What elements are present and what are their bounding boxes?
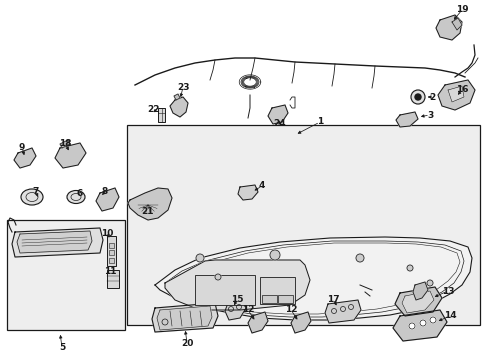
Polygon shape (437, 80, 474, 110)
Polygon shape (224, 299, 245, 320)
Text: 12: 12 (284, 306, 297, 315)
Text: 15: 15 (230, 294, 243, 303)
Polygon shape (401, 291, 433, 313)
Circle shape (355, 254, 363, 262)
Polygon shape (14, 148, 36, 168)
Text: 9: 9 (19, 143, 25, 152)
Bar (107, 270, 119, 288)
Text: 20: 20 (181, 338, 193, 347)
Polygon shape (435, 15, 461, 40)
Text: 23: 23 (176, 82, 189, 91)
Text: 3: 3 (426, 111, 432, 120)
Polygon shape (12, 228, 103, 257)
Text: 7: 7 (33, 188, 39, 197)
Text: 19: 19 (455, 5, 468, 14)
Polygon shape (155, 237, 471, 320)
Text: 5: 5 (59, 343, 65, 352)
Polygon shape (164, 260, 309, 310)
Bar (109, 258, 114, 263)
Text: 14: 14 (443, 311, 455, 320)
Polygon shape (17, 231, 92, 253)
Text: 13: 13 (441, 287, 453, 296)
Polygon shape (395, 112, 417, 127)
Bar (260, 277, 294, 304)
Circle shape (410, 90, 424, 104)
Circle shape (196, 254, 203, 262)
Text: 24: 24 (273, 120, 286, 129)
Ellipse shape (21, 189, 43, 205)
Bar (127, 125, 479, 325)
Circle shape (215, 274, 221, 280)
Polygon shape (152, 303, 218, 332)
Bar (195, 275, 254, 305)
Text: 21: 21 (141, 207, 153, 216)
Polygon shape (170, 97, 187, 117)
Text: 4: 4 (258, 181, 264, 190)
Circle shape (408, 323, 414, 329)
Polygon shape (128, 188, 172, 220)
Polygon shape (267, 105, 287, 124)
Circle shape (269, 250, 280, 260)
Polygon shape (394, 287, 441, 316)
Bar (262, 295, 276, 303)
Text: 2: 2 (428, 93, 434, 102)
Polygon shape (157, 306, 212, 330)
Polygon shape (247, 312, 267, 333)
Polygon shape (174, 94, 180, 100)
Ellipse shape (67, 190, 85, 203)
Polygon shape (325, 300, 360, 323)
Bar (109, 250, 114, 255)
Circle shape (429, 317, 435, 323)
Polygon shape (55, 143, 86, 168)
Bar (7, 220, 125, 330)
Bar (107, 236, 116, 266)
Text: 1: 1 (316, 117, 323, 126)
Text: 10: 10 (101, 230, 113, 238)
Text: 17: 17 (326, 294, 339, 303)
Polygon shape (96, 188, 119, 211)
Text: 16: 16 (455, 85, 468, 94)
Polygon shape (412, 282, 427, 300)
Text: 22: 22 (146, 105, 159, 114)
Text: 8: 8 (102, 188, 108, 197)
Circle shape (406, 265, 412, 271)
Circle shape (426, 280, 432, 286)
Bar (278, 295, 292, 303)
Text: 18: 18 (59, 139, 71, 148)
Polygon shape (392, 310, 446, 341)
Text: 11: 11 (103, 267, 116, 276)
Text: 6: 6 (77, 189, 83, 198)
Bar (109, 243, 114, 248)
Polygon shape (290, 312, 310, 333)
Bar (158, 108, 164, 122)
Circle shape (419, 320, 425, 326)
Polygon shape (238, 185, 258, 200)
Text: 12: 12 (241, 306, 254, 315)
Circle shape (414, 94, 420, 100)
Polygon shape (447, 86, 463, 102)
Polygon shape (451, 18, 461, 30)
Polygon shape (60, 140, 70, 148)
